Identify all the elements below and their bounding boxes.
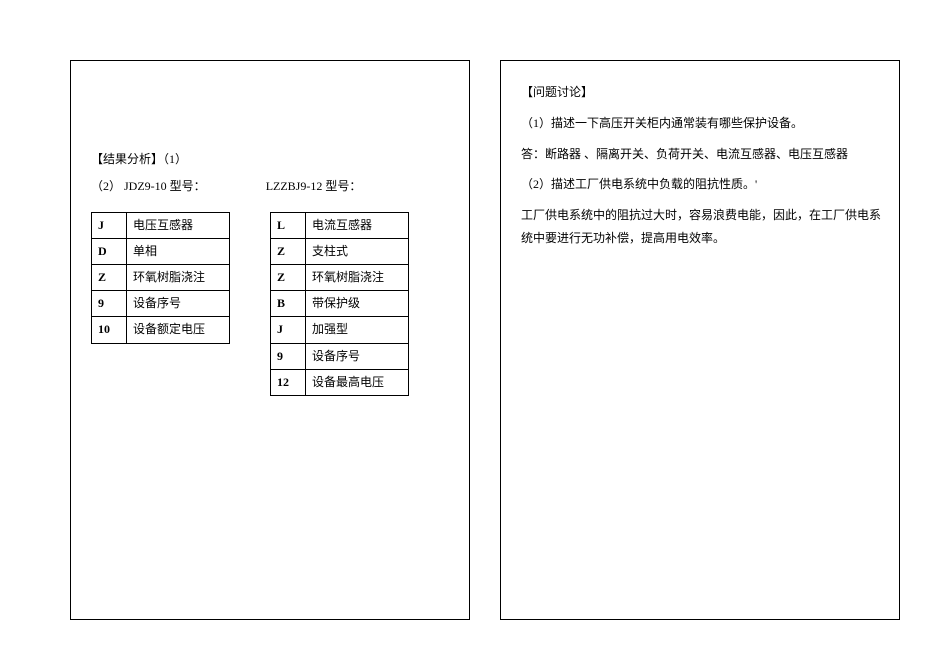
right-panel: 【问题讨论】 （1）描述一下高压开关柜内通常装有哪些保护设备。 答：断路器 、隔…: [500, 60, 900, 620]
question-1: （1）描述一下高压开关柜内通常装有哪些保护设备。: [521, 112, 881, 135]
model-row: （2） JDZ9-10 型号： LZZBJ9-12 型号：: [91, 177, 451, 194]
tables-row: J 电压互感器 D 单相 Z 环氧树脂浇注 9: [91, 212, 451, 396]
model1-label: JDZ9-10 型号：: [124, 179, 206, 193]
code-cell: Z: [271, 238, 306, 264]
table-row: 9 设备序号: [271, 343, 409, 369]
table-row: B 带保护级: [271, 291, 409, 317]
code-cell: D: [92, 238, 127, 264]
table-row: D 单相: [92, 238, 230, 264]
code-cell: B: [271, 291, 306, 317]
code-cell: J: [271, 317, 306, 343]
code-cell: Z: [92, 264, 127, 290]
desc-cell: 环氧树脂浇注: [306, 264, 409, 290]
question-2: （2）描述工厂供电系统中负载的阻抗性质。': [521, 173, 881, 196]
code-cell: 9: [271, 343, 306, 369]
result-analysis-heading: 【结果分析】（1）: [91, 149, 451, 171]
table-jdz9-10: J 电压互感器 D 单相 Z 环氧树脂浇注 9: [91, 212, 230, 344]
code-cell: L: [271, 212, 306, 238]
table-row: Z 支柱式: [271, 238, 409, 264]
table-row: Z 环氧树脂浇注: [92, 264, 230, 290]
model1-cell: （2） JDZ9-10 型号：: [91, 177, 206, 194]
table-row: Z 环氧树脂浇注: [271, 264, 409, 290]
desc-cell: 设备额定电压: [127, 317, 230, 343]
desc-cell: 支柱式: [306, 238, 409, 264]
answer-2: 工厂供电系统中的阻抗过大时，容易浪费电能，因此，在工厂供电系统中要进行无功补偿，…: [521, 204, 881, 250]
left-panel: 【结果分析】（1） （2） JDZ9-10 型号： LZZBJ9-12 型号： …: [70, 60, 470, 620]
code-cell: 12: [271, 369, 306, 395]
code-cell: 10: [92, 317, 127, 343]
desc-cell: 加强型: [306, 317, 409, 343]
table-row: 10 设备额定电压: [92, 317, 230, 343]
table-row: 12 设备最高电压: [271, 369, 409, 395]
discussion-title: 【问题讨论】: [521, 81, 881, 104]
answer-1: 答：断路器 、隔离开关、负荷开关、电流互感器、电压互感器: [521, 143, 881, 166]
left-content: 【结果分析】（1） （2） JDZ9-10 型号： LZZBJ9-12 型号： …: [91, 81, 451, 396]
table-row: L 电流互感器: [271, 212, 409, 238]
desc-cell: 设备序号: [306, 343, 409, 369]
code-cell: Z: [271, 264, 306, 290]
page-wrap: 【结果分析】（1） （2） JDZ9-10 型号： LZZBJ9-12 型号： …: [0, 0, 945, 669]
code-cell: 9: [92, 291, 127, 317]
table-row: 9 设备序号: [92, 291, 230, 317]
desc-cell: 电压互感器: [127, 212, 230, 238]
table-lzzbj9-12: L 电流互感器 Z 支柱式 Z 环氧树脂浇注 B: [270, 212, 409, 396]
desc-cell: 设备序号: [127, 291, 230, 317]
model-prefix: （2）: [91, 179, 121, 193]
desc-cell: 设备最高电压: [306, 369, 409, 395]
desc-cell: 电流互感器: [306, 212, 409, 238]
table-row: J 电压互感器: [92, 212, 230, 238]
desc-cell: 环氧树脂浇注: [127, 264, 230, 290]
model2-cell: LZZBJ9-12 型号：: [266, 177, 362, 194]
model2-label: LZZBJ9-12 型号：: [266, 179, 362, 193]
desc-cell: 带保护级: [306, 291, 409, 317]
right-content: 【问题讨论】 （1）描述一下高压开关柜内通常装有哪些保护设备。 答：断路器 、隔…: [521, 81, 881, 250]
desc-cell: 单相: [127, 238, 230, 264]
code-cell: J: [92, 212, 127, 238]
table-row: J 加强型: [271, 317, 409, 343]
